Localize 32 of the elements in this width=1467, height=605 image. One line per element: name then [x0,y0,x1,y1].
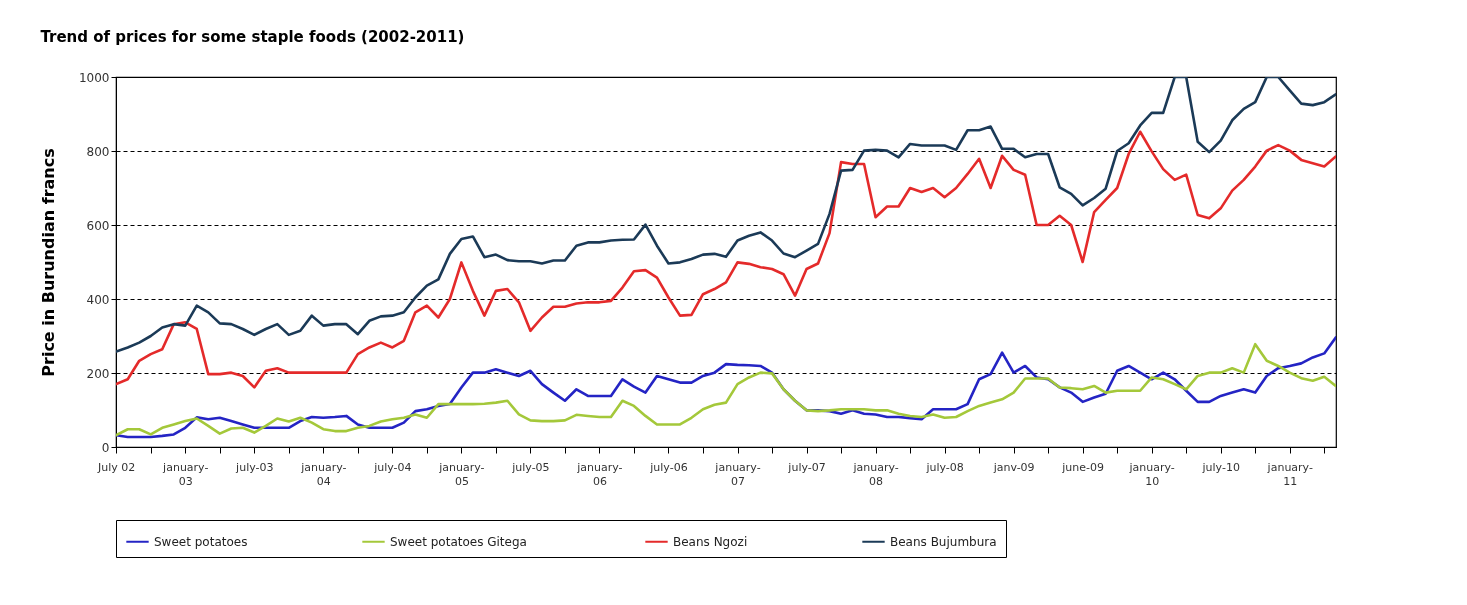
y-tick-label: 600 [86,218,110,233]
line-series [116,130,1336,389]
x-tick-label: june-09 [1061,460,1105,474]
x-tick-label: july-08 [925,460,964,474]
x-tick-label: january-06 [576,460,623,488]
x-tick-label: january-05 [438,460,485,488]
legend-label: Beans Bujumbura [890,534,997,549]
line-series [116,77,1336,353]
x-tick-label: july-07 [787,460,826,474]
x-tick-label: July 02 [97,460,136,474]
legend-label: Sweet potatoes Gitega [390,534,527,549]
x-tick-label: july-05 [511,460,550,474]
legend-label: Sweet potatoes [154,534,248,549]
x-tick-label: january-10 [1128,460,1175,488]
x-tick-label: january-03 [162,460,209,488]
y-axis-title: Price in Burundian francs [38,148,58,377]
y-tick-label: 0 [101,440,110,455]
x-tick-label: july-04 [373,460,412,474]
x-tick-label: january-04 [300,460,347,488]
x-tick-label: july-03 [235,460,274,474]
x-tick-label: january-11 [1266,460,1313,488]
legend-label: Beans Ngozi [673,534,748,549]
x-tick-label: janv-09 [992,460,1035,474]
y-tick-label: 1000 [78,70,110,85]
x-tick-label: january-08 [852,460,899,488]
y-tick-label: 200 [86,366,110,381]
y-tick-label: 800 [86,144,110,159]
x-tick-label: july-10 [1201,460,1240,474]
chart-title: Trend of prices for some staple foods (2002-2011) [40,28,465,46]
x-tick-label: january-07 [714,460,761,488]
y-tick-label: 400 [86,292,110,307]
x-tick-label: july-06 [649,460,688,474]
